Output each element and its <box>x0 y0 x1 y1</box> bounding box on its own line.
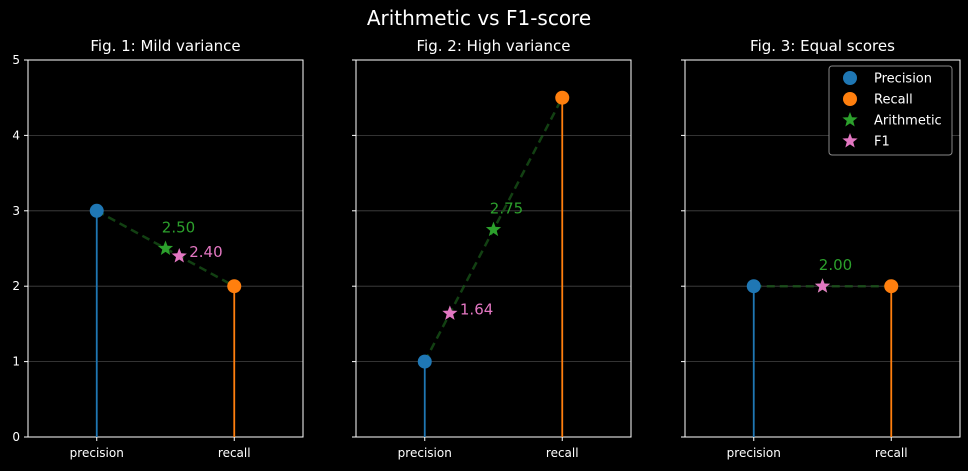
precision-point <box>417 354 432 369</box>
panel-title: Fig. 1: Mild variance <box>90 37 240 55</box>
f1-point <box>442 305 458 320</box>
axes-frame <box>684 59 961 438</box>
arithmetic-point <box>157 240 174 255</box>
x-tick-label: recall <box>546 446 579 460</box>
x-tick-label: recall <box>875 446 908 460</box>
legend-label: Precision <box>874 72 932 87</box>
legend-marker <box>843 71 857 85</box>
f1-value-label: 2.40 <box>189 243 222 261</box>
precision-point <box>89 203 104 218</box>
f1-point <box>814 278 831 293</box>
figure-title: Arithmetic vs F1-score <box>367 6 591 30</box>
y-tick-label: 1 <box>12 355 20 369</box>
legend: Precision Recall Arithmetic F1 <box>828 65 953 156</box>
y-tick-label: 5 <box>12 53 20 67</box>
y-tick-label: 4 <box>12 128 20 142</box>
panels: 0 1 2 3 4 5 precision recall Fig. 1: Mild varian… <box>12 37 961 460</box>
panel-3: precision recall Fig. 3: Equal scores 2.00 <box>681 37 961 460</box>
recall-point <box>227 279 242 294</box>
legend-label: Recall <box>874 93 913 108</box>
x-tick-label: recall <box>218 446 251 460</box>
arithmetic-value-label: 2.00 <box>819 256 852 274</box>
precision-point <box>746 279 761 294</box>
y-tick-label: 2 <box>12 279 20 293</box>
x-tick-label: precision <box>727 446 781 460</box>
y-tick-label: 0 <box>12 430 20 444</box>
panel-2: precision recall Fig. 2: High variance 2.75… <box>352 37 632 460</box>
y-tick-label: 3 <box>12 204 20 218</box>
legend-marker <box>842 133 858 148</box>
f1-value-label: 1.64 <box>460 300 493 318</box>
panel-title: Fig. 3: Equal scores <box>750 37 895 55</box>
panel-title: Fig. 2: High variance <box>417 37 571 55</box>
legend-label: Arithmetic <box>874 114 942 129</box>
axes-frame <box>27 59 304 438</box>
arithmetic-point <box>485 221 502 237</box>
legend-label: F1 <box>874 135 890 150</box>
recall-point <box>555 90 570 105</box>
x-tick-label: precision <box>70 446 124 460</box>
recall-point <box>884 279 899 294</box>
arithmetic-value-label: 2.50 <box>162 219 195 237</box>
legend-marker <box>842 112 858 127</box>
legend-box <box>828 65 953 156</box>
legend-marker <box>843 92 857 106</box>
arithmetic-value-label: 2.75 <box>490 200 523 218</box>
f1-point <box>171 248 187 263</box>
x-tick-label: precision <box>398 446 452 460</box>
panel-1: 0 1 2 3 4 5 precision recall Fig. 1: Mild varian… <box>12 37 304 460</box>
axes-frame <box>355 59 632 438</box>
